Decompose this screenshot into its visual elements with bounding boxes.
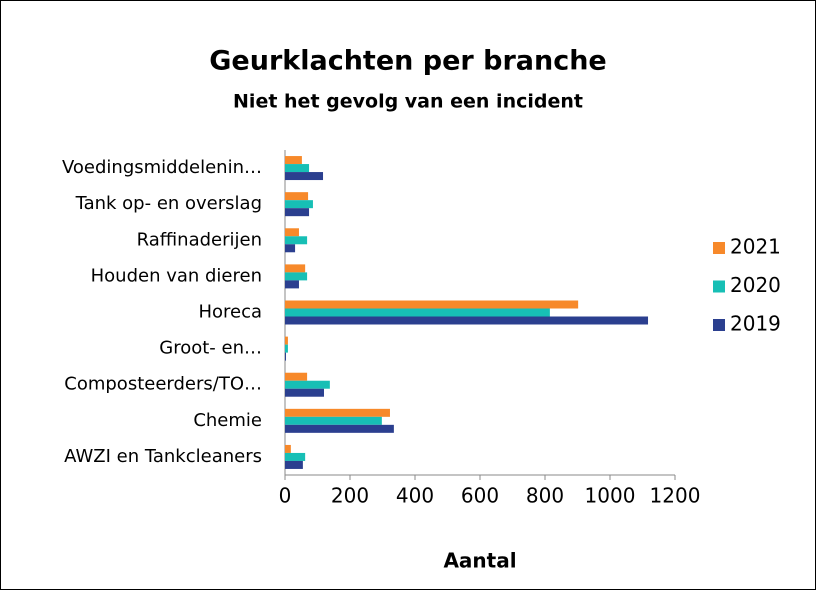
bar <box>285 424 394 433</box>
y-tick-label: Groot- en… <box>159 338 262 359</box>
y-tick-label: Tank op- en overslag <box>75 193 262 214</box>
bar <box>285 208 310 217</box>
bar <box>285 336 288 345</box>
y-tick-label: Composteerders/TO… <box>64 374 262 395</box>
legend-label: 2020 <box>730 273 781 297</box>
bar <box>285 272 308 281</box>
y-tick-label: Houden van dieren <box>91 265 262 286</box>
bar <box>285 416 382 425</box>
bar <box>285 308 550 317</box>
chart-title: Geurklachten per branche <box>209 46 607 77</box>
bar <box>285 156 302 165</box>
legend-label: 2019 <box>730 312 781 336</box>
bar <box>285 280 299 289</box>
x-tick-label: 1000 <box>585 484 636 508</box>
bar <box>285 172 324 181</box>
legend-swatch <box>713 280 725 293</box>
bar <box>285 460 303 469</box>
bar <box>285 264 306 273</box>
bar <box>285 444 291 453</box>
bar <box>285 344 288 353</box>
bar <box>285 352 286 361</box>
y-tick-label: AWZI en Tankcleaners <box>64 446 262 467</box>
bar <box>285 408 390 417</box>
bar <box>285 192 309 201</box>
bar <box>285 380 330 389</box>
bar <box>285 200 313 209</box>
bar <box>285 164 310 173</box>
bar <box>285 300 579 309</box>
bar <box>285 316 649 325</box>
bar <box>285 236 308 245</box>
legend-swatch <box>713 242 725 254</box>
x-tick-label: 200 <box>331 484 369 508</box>
y-tick-label: Voedingsmiddelenin… <box>62 157 262 178</box>
bar <box>285 372 308 381</box>
legend-swatch <box>713 319 725 331</box>
y-tick-label: Chemie <box>193 410 262 431</box>
chart-subtitle: Niet het gevolg van een incident <box>233 91 583 113</box>
bar <box>285 244 296 253</box>
x-tick-label: 0 <box>279 484 292 508</box>
bar <box>285 228 299 237</box>
legend-label: 2021 <box>730 235 781 259</box>
x-axis-label: Aantal <box>443 549 516 573</box>
x-tick-label: 1200 <box>650 484 701 508</box>
bar <box>285 452 306 461</box>
y-tick-label: Horeca <box>198 302 262 323</box>
x-tick-label: 600 <box>461 484 499 508</box>
y-tick-label: Raffinaderijen <box>137 229 262 250</box>
x-tick-label: 400 <box>396 484 434 508</box>
x-tick-label: 800 <box>526 484 564 508</box>
bar <box>285 388 324 397</box>
